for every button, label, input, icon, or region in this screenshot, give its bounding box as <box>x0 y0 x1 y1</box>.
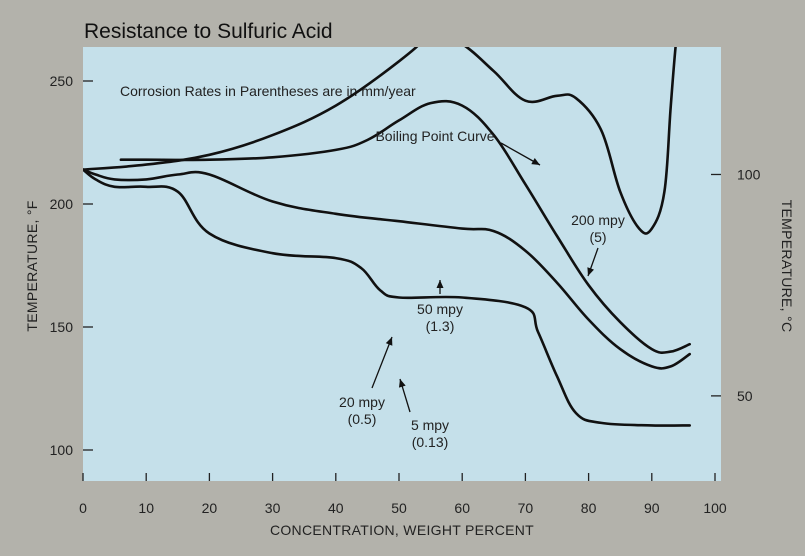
series-line-20-mpy <box>83 168 691 370</box>
series-label-50-mpy: 50 mpy <box>417 301 463 317</box>
x-axis-label: CONCENTRATION, WEIGHT PERCENT <box>270 522 534 538</box>
series-label-200-mpy-sub: (5) <box>589 229 606 245</box>
y-tick-label-right: 50 <box>737 388 753 404</box>
series-label-20-mpy-sub: (0.5) <box>348 411 377 427</box>
boiling-point-label: Boiling Point Curve <box>375 128 494 144</box>
x-tick-label: 100 <box>703 500 727 516</box>
chart-title: Resistance to Sulfuric Acid <box>84 20 333 43</box>
x-tick-label: 0 <box>79 500 87 516</box>
y-tick-label-left: 100 <box>50 442 74 458</box>
pointer-arrow-head <box>398 379 406 388</box>
pointer-arrow-head <box>436 280 444 288</box>
x-tick-label: 40 <box>328 500 344 516</box>
series-line-50-mpy <box>119 99 691 355</box>
x-tick-label: 60 <box>454 500 470 516</box>
pointer-arrow-head <box>385 337 393 346</box>
x-tick-label: 70 <box>518 500 534 516</box>
chart-note: Corrosion Rates in Parentheses are in mm… <box>120 83 416 99</box>
series-line-boiling-point-curve <box>83 47 419 171</box>
x-tick-label: 30 <box>265 500 281 516</box>
series-label-50-mpy-sub: (1.3) <box>426 318 455 334</box>
y-axis-label-right: TEMPERATURE, °C <box>779 200 795 333</box>
y-tick-label-right: 100 <box>737 166 761 182</box>
series-label-5-mpy: 5 mpy <box>411 417 449 433</box>
y-tick-label-left: 250 <box>50 73 74 89</box>
series-line-200-mpy <box>464 47 677 235</box>
x-tick-label: 50 <box>391 500 407 516</box>
series-label-200-mpy: 200 mpy <box>571 212 625 228</box>
x-tick-label: 80 <box>581 500 597 516</box>
y-tick-label-left: 200 <box>50 196 74 212</box>
series-label-5-mpy-sub: (0.13) <box>412 434 449 450</box>
x-tick-label: 90 <box>644 500 660 516</box>
y-axis-label-left: TEMPERATURE, °F <box>24 200 40 331</box>
plot-area <box>83 47 721 481</box>
y-tick-label-left: 150 <box>50 319 74 335</box>
pointer-arrow-head <box>587 267 594 276</box>
series-label-20-mpy: 20 mpy <box>339 394 385 410</box>
pointer-arrow-line <box>371 336 393 389</box>
pointer-arrow-head <box>531 158 540 165</box>
series-line-5-mpy <box>83 168 691 427</box>
x-tick-label: 10 <box>138 500 154 516</box>
x-tick-label: 20 <box>202 500 218 516</box>
